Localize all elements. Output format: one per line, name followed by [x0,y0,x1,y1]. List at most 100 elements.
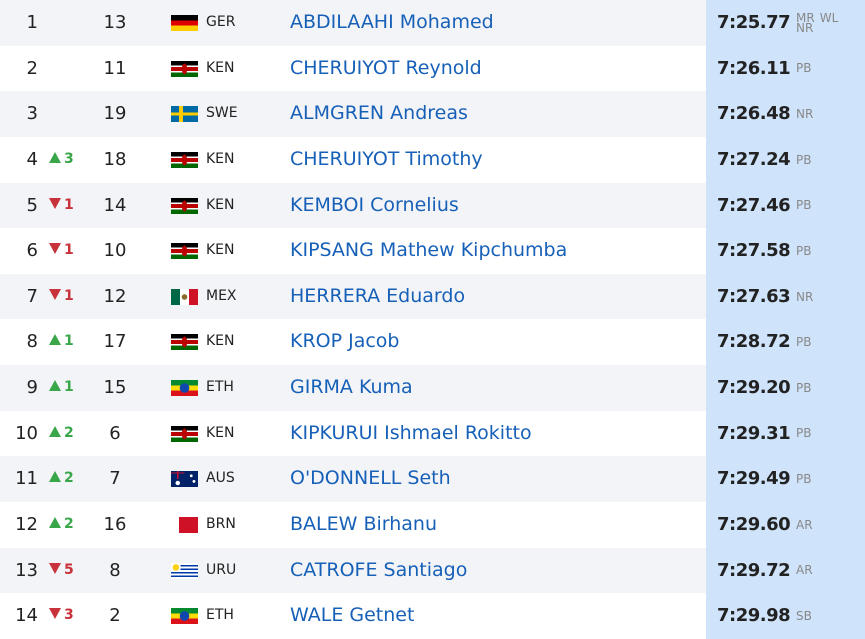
rank: 6 [26,240,38,262]
time-cell-bg [706,593,865,639]
bib-number: 15 [103,377,127,398]
bib-number: 8 [109,559,121,581]
rank: 14 [15,605,38,627]
time-cell-bg [706,365,865,411]
rank: 4 [26,148,38,170]
time-cell-bg [706,501,865,548]
records: SB [796,593,846,639]
athlete-name[interactable]: WALE Getnet [290,604,415,627]
country-code: KEN [206,242,235,259]
result-time: 7:27.46 [717,194,791,216]
country-code: URU [206,561,237,578]
record-tag: SB [796,608,812,623]
country-flag [171,15,198,31]
country-code: KEN [206,333,235,350]
result-time: 7:27.24 [717,148,791,170]
country-code: MEX [206,287,237,304]
records: PB [796,365,846,411]
result-row: 6 1 10 KEN KIPSANG Mathew Kipchumba 7:27.58 PB [0,228,865,274]
athlete-name[interactable]: O'DONNELL Seth [290,467,451,490]
time-cell-bg [706,319,865,365]
record-tag: PB [796,198,812,213]
country-flag [171,608,198,625]
bib-number: 11 [103,57,127,79]
result-time: 7:29.31 [717,422,791,444]
athlete-name[interactable]: CHERUIYOT Timothy [290,147,483,170]
rank-change: 3 [49,137,74,183]
bib-number: 13 [103,12,127,33]
country-flag [171,562,198,579]
result-row: 13 5 8 URU CATROFE Santiago 7:29.72 AR [0,547,865,594]
record-tag: AR [796,563,813,578]
record-tag: NR [796,20,814,35]
athlete-name[interactable]: GIRMA Kuma [290,376,413,398]
rank-change: 2 [49,411,74,457]
rank-change: 3 [49,593,74,639]
records: PB [796,46,846,92]
record-tag: PB [796,61,812,76]
rank-change: 2 [49,456,74,502]
records: NR [796,91,846,137]
athlete-name[interactable]: BALEW Birhanu [290,512,438,535]
country-code: SWE [206,105,238,122]
result-row: 11 2 7 AUS O'DONNELL Seth 7:29.49 PB [0,456,865,502]
bib-number: 2 [109,605,121,627]
bib-number: 17 [103,331,127,353]
athlete-name[interactable]: ALMGREN Andreas [290,102,468,125]
records: AR [796,502,846,548]
rank-change: 1 [49,183,74,229]
athlete-name[interactable]: CHERUIYOT Reynold [290,56,482,79]
rank: 7 [26,285,38,307]
time-cell-bg [706,136,865,183]
result-row: 3 19 SWE ALMGREN Andreas 7:26.48 NR [0,91,865,137]
result-time: 7:28.72 [717,331,791,353]
records: PB [796,183,846,229]
country-flag [171,516,198,533]
country-code: BRN [206,515,236,532]
result-row: 4 3 18 KEN CHERUIYOT Timothy 7:27.24 PB [0,136,865,183]
athlete-name[interactable]: KIPSANG Mathew Kipchumba [290,239,568,262]
time-cell-bg [706,228,865,274]
country-code: ETH [206,607,234,624]
country-code: KEN [206,424,235,441]
time-cell-bg [706,410,865,457]
result-row: 12 2 16 BRN BALEW Birhanu 7:29.60 AR [0,501,865,548]
rank-change: 2 [49,502,74,548]
bib-number: 14 [103,194,127,216]
record-tag: MR [796,10,815,25]
rank: 10 [15,422,38,444]
bib-number: 7 [109,468,121,490]
bib-number: 12 [103,285,127,307]
rank: 2 [26,57,38,79]
country-code: KEN [206,150,235,167]
rank: 8 [26,331,38,353]
athlete-name[interactable]: CATROFE Santiago [290,558,468,581]
result-time: 7:26.11 [717,57,791,79]
records: PB [796,456,846,502]
record-tag: NR [796,289,814,304]
time-cell-bg [706,0,865,46]
athlete-name[interactable]: KEMBOI Cornelius [290,193,459,216]
country-flag [171,197,198,214]
result-time: 7:29.72 [717,559,791,581]
country-flag [171,471,198,488]
country-flag [171,380,198,396]
athlete-name[interactable]: KROP Jacob [290,330,400,353]
athlete-name[interactable]: HERRERA Eduardo [290,284,466,307]
rank: 13 [15,559,38,581]
rank: 9 [26,377,38,398]
result-time: 7:29.60 [717,513,791,535]
result-row: 1 13 GER ABDILAAHI Mohamed 7:25.77 MR WL NR [0,0,865,46]
result-time: 7:26.48 [717,103,791,125]
athlete-name[interactable]: ABDILAAHI Mohamed [290,11,494,33]
result-time: 7:29.20 [717,377,791,398]
athlete-name[interactable]: KIPKURUI Ishmael Rokitto [290,421,532,444]
result-row: 10 2 6 KEN KIPKURUI Ishmael Rokitto 7:29.31 PB [0,410,865,457]
result-time: 7:29.49 [717,468,791,490]
time-cell-bg [706,45,865,92]
country-code: AUS [206,470,235,487]
time-cell-bg [706,182,865,229]
record-tag: WL [819,10,839,25]
